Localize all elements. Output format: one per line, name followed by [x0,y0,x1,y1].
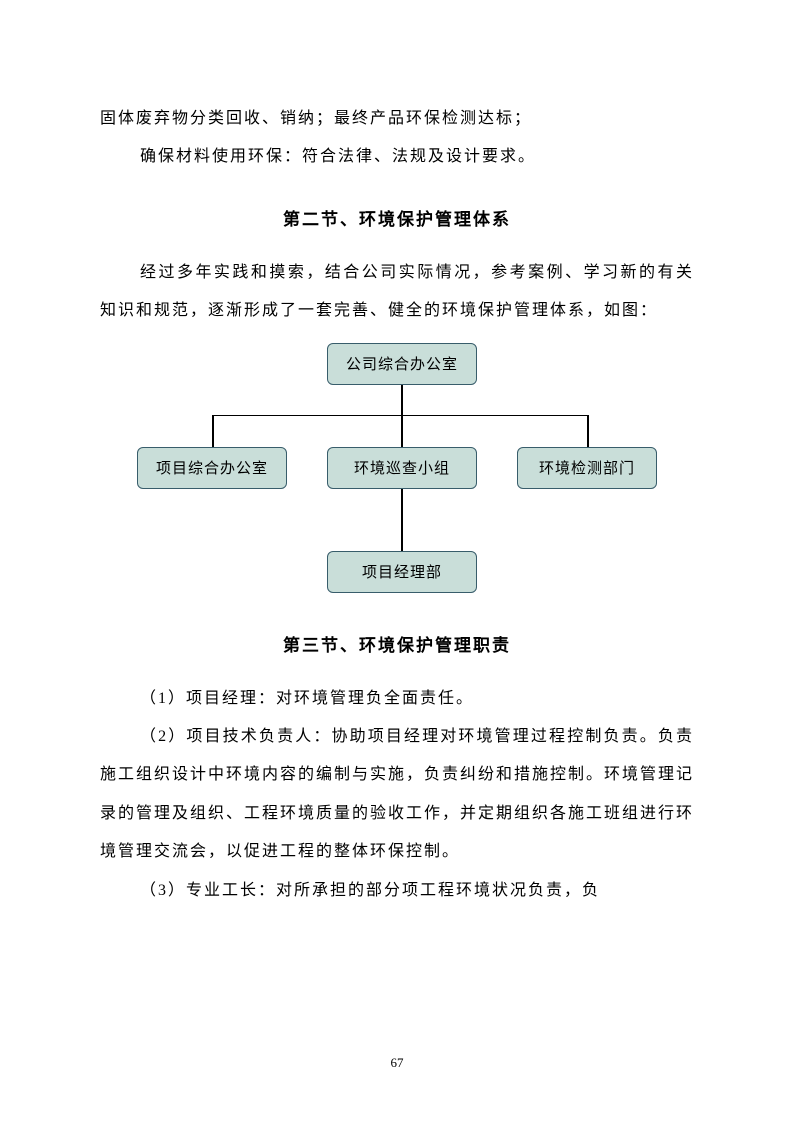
paragraph: （3）专业工长：对所承担的部分项工程环境状况负责，负 [100,872,694,910]
connector-line [401,489,403,551]
node-label: 环境检测部门 [539,457,635,478]
node-label: 环境巡查小组 [354,457,450,478]
paragraph: 确保材料使用环保：符合法律、法规及设计要求。 [100,138,694,176]
paragraph: 固体废弃物分类回收、销纳；最终产品环保检测达标； [100,100,694,138]
paragraph: （2）项目技术负责人：协助项目经理对环境管理过程控制负责。负责施工组织设计中环境… [100,718,694,872]
connector-line [212,415,587,417]
org-node-left: 项目综合办公室 [137,447,287,489]
page-number: 67 [0,1055,794,1071]
connector-line [587,415,589,447]
org-node-mid: 环境巡查小组 [327,447,477,489]
section-heading-3: 第三节、环境保护管理职责 [100,631,694,656]
org-chart-diagram: 公司综合办公室 项目综合办公室 环境巡查小组 环境检测部门 项目经理部 [137,343,657,603]
node-label: 公司综合办公室 [346,353,458,374]
paragraph: （1）项目经理：对环境管理负全面责任。 [100,680,694,718]
document-page: 固体废弃物分类回收、销纳；最终产品环保检测达标； 确保材料使用环保：符合法律、法… [0,0,794,970]
connector-line [401,385,403,415]
section-heading-2: 第二节、环境保护管理体系 [100,205,694,230]
org-node-bottom: 项目经理部 [327,551,477,593]
connector-line [401,415,403,447]
node-label: 项目综合办公室 [156,457,268,478]
org-node-top: 公司综合办公室 [327,343,477,385]
paragraph: 经过多年实践和摸索，结合公司实际情况，参考案例、学习新的有关知识和规范，逐渐形成… [100,254,694,331]
org-node-right: 环境检测部门 [517,447,657,489]
node-label: 项目经理部 [362,561,442,582]
connector-line [212,415,214,447]
